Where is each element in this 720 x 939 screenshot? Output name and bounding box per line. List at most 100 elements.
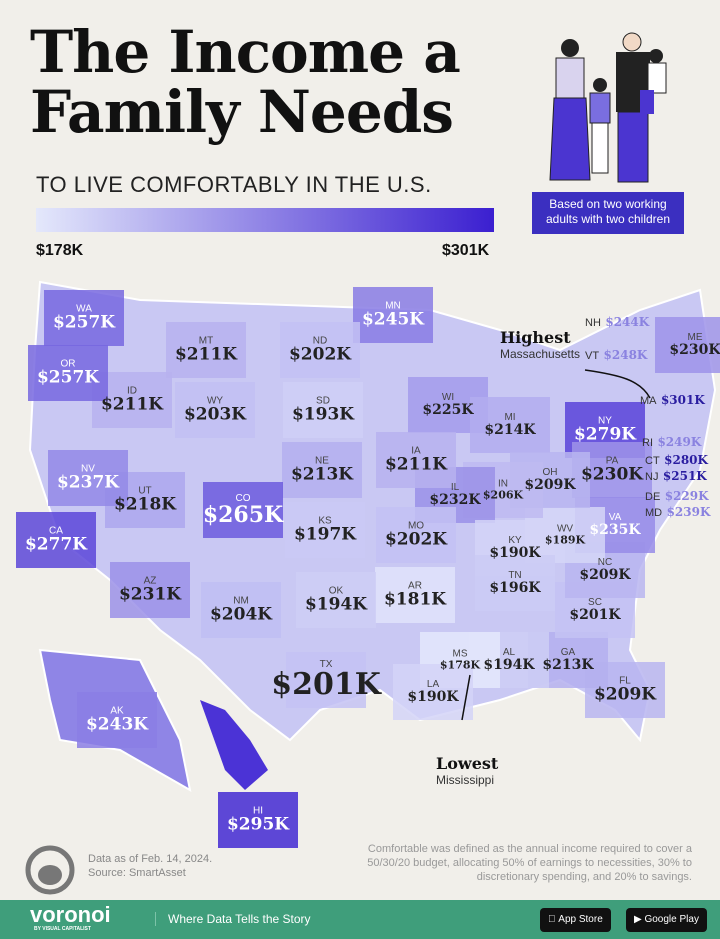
state-abbr: GA	[560, 647, 576, 658]
state-abbr: IA	[411, 445, 421, 457]
state-abbr: AZ	[143, 575, 157, 587]
state-label-ne: NE $213K	[290, 456, 354, 485]
state-abbr: AK	[110, 705, 124, 717]
state-abbr: TN	[508, 570, 522, 581]
state-label-la: LA $190K	[407, 679, 459, 705]
us-map: WA $257K OR $257K CA $277K NV $237K ID $211K MT $21…	[0, 270, 720, 850]
state-label-oh: OH $209K	[524, 468, 575, 493]
state-value: $189K	[544, 533, 586, 547]
state-region-sd	[283, 382, 363, 438]
state-value: $211K	[100, 394, 164, 415]
state-label-ky: KY $190K	[489, 536, 540, 561]
state-abbr: MT	[198, 335, 214, 347]
state-region-mi	[470, 397, 550, 453]
us-outline	[16, 280, 720, 848]
state-abbr: UT	[138, 485, 152, 497]
state-abbr: KS	[318, 515, 332, 527]
state-value: $193K	[291, 404, 355, 425]
state-region-hi	[218, 792, 298, 848]
state-value: $245K	[361, 309, 425, 330]
state-value: $279K	[573, 424, 637, 445]
state-abbr: MS	[452, 648, 468, 660]
state-value: $194K	[483, 657, 535, 673]
state-label-vt: VT $248K	[585, 347, 647, 363]
state-label-or: OR $257K	[37, 359, 99, 387]
state-label-nv: NV $237K	[56, 464, 120, 493]
state-abbr: AR	[408, 580, 422, 592]
state-value: $295K	[226, 814, 290, 835]
state-value: $204K	[209, 604, 273, 625]
state-value: $197K	[293, 524, 357, 545]
state-value: $206K	[482, 488, 524, 502]
google-play-button[interactable]: ▶ Google Play	[626, 908, 707, 932]
state-region-ks	[285, 502, 365, 558]
state-label-ma: MA $301K	[640, 392, 705, 408]
state-region-ia	[376, 432, 456, 488]
state-region-mt	[166, 322, 246, 378]
state-label-sd: SD $193K	[291, 396, 355, 425]
app-store-button[interactable]:  App Store	[540, 908, 611, 932]
definition-note: Comfortable was defined as the annual in…	[367, 843, 692, 883]
state-value: $225K	[422, 402, 474, 418]
state-value: $230K	[580, 464, 644, 485]
state-value: $209K	[579, 567, 631, 583]
state-region-wa	[44, 290, 124, 346]
state-value: $190K	[407, 689, 459, 705]
state-abbr: FL	[619, 675, 631, 687]
state-abbr: IN	[498, 478, 508, 490]
state-region-nm	[201, 582, 281, 638]
state-region-or	[28, 345, 108, 401]
state-region-ak	[77, 692, 157, 748]
state-abbr: NC	[597, 557, 613, 568]
color-scale-legend	[36, 208, 494, 232]
state-abbr: ND	[312, 335, 328, 347]
state-label-mt: MT $211K	[175, 335, 237, 364]
state-region-az	[110, 562, 190, 618]
state-region-la	[393, 664, 473, 720]
state-value: $280K	[664, 453, 708, 467]
state-label-ct: CT $280K	[645, 452, 708, 468]
state-value: $301K	[660, 393, 705, 407]
page-title: The Income a Family Needs	[30, 18, 461, 146]
state-abbr: VA	[608, 512, 622, 523]
state-abbr: WA	[76, 303, 92, 315]
state-label-ks: KS $197K	[293, 515, 357, 545]
state-label-nj: NJ $251K	[645, 468, 707, 484]
state-value: $257K	[52, 312, 116, 333]
state-abbr: CA	[49, 525, 63, 537]
visual-capitalist-logo	[25, 845, 75, 895]
state-abbr: HI	[253, 805, 263, 817]
state-value: $214K	[484, 422, 536, 438]
state-abbr: WI	[441, 392, 455, 403]
state-value: $181K	[383, 589, 447, 610]
state-label-ga: GA $213K	[542, 647, 593, 673]
state-label-ok: OK $194K	[305, 586, 367, 614]
state-abbr: MN	[385, 300, 401, 312]
state-value: $277K	[24, 534, 88, 555]
state-value: $213K	[290, 464, 354, 485]
state-label-co: CO $265K	[203, 494, 283, 527]
state-label-ak: AK $243K	[85, 705, 149, 735]
state-label-wv: WV $189K	[544, 523, 586, 547]
state-label-mi: MI $214K	[484, 413, 536, 438]
state-region-nd	[280, 322, 360, 378]
state-label-ia: IA $211K	[385, 445, 447, 474]
state-abbr: NH	[585, 317, 601, 329]
state-value: $231K	[118, 584, 182, 605]
state-value: $243K	[85, 714, 149, 735]
state-value: $249K	[657, 435, 702, 449]
subtitle: TO LIVE COMFORTABLY IN THE U.S.	[36, 172, 432, 197]
state-value: $237K	[56, 472, 120, 493]
state-label-ca: CA $277K	[24, 525, 88, 555]
voronoi-logo[interactable]: voronoi BY VISUAL CAPITALIST	[30, 902, 111, 933]
state-label-mo: MO $202K	[385, 521, 447, 549]
state-abbr: NY	[598, 415, 612, 427]
state-value: $201K	[271, 667, 381, 702]
state-abbr: LA	[426, 679, 440, 690]
highest-callout: Highest Massachusetts	[500, 328, 581, 361]
state-value: $251K	[662, 469, 707, 483]
state-label-ut: UT $218K	[114, 485, 176, 514]
state-abbr: WV	[556, 523, 574, 535]
state-label-me: ME $230K	[669, 333, 720, 358]
state-region-co	[203, 482, 283, 538]
